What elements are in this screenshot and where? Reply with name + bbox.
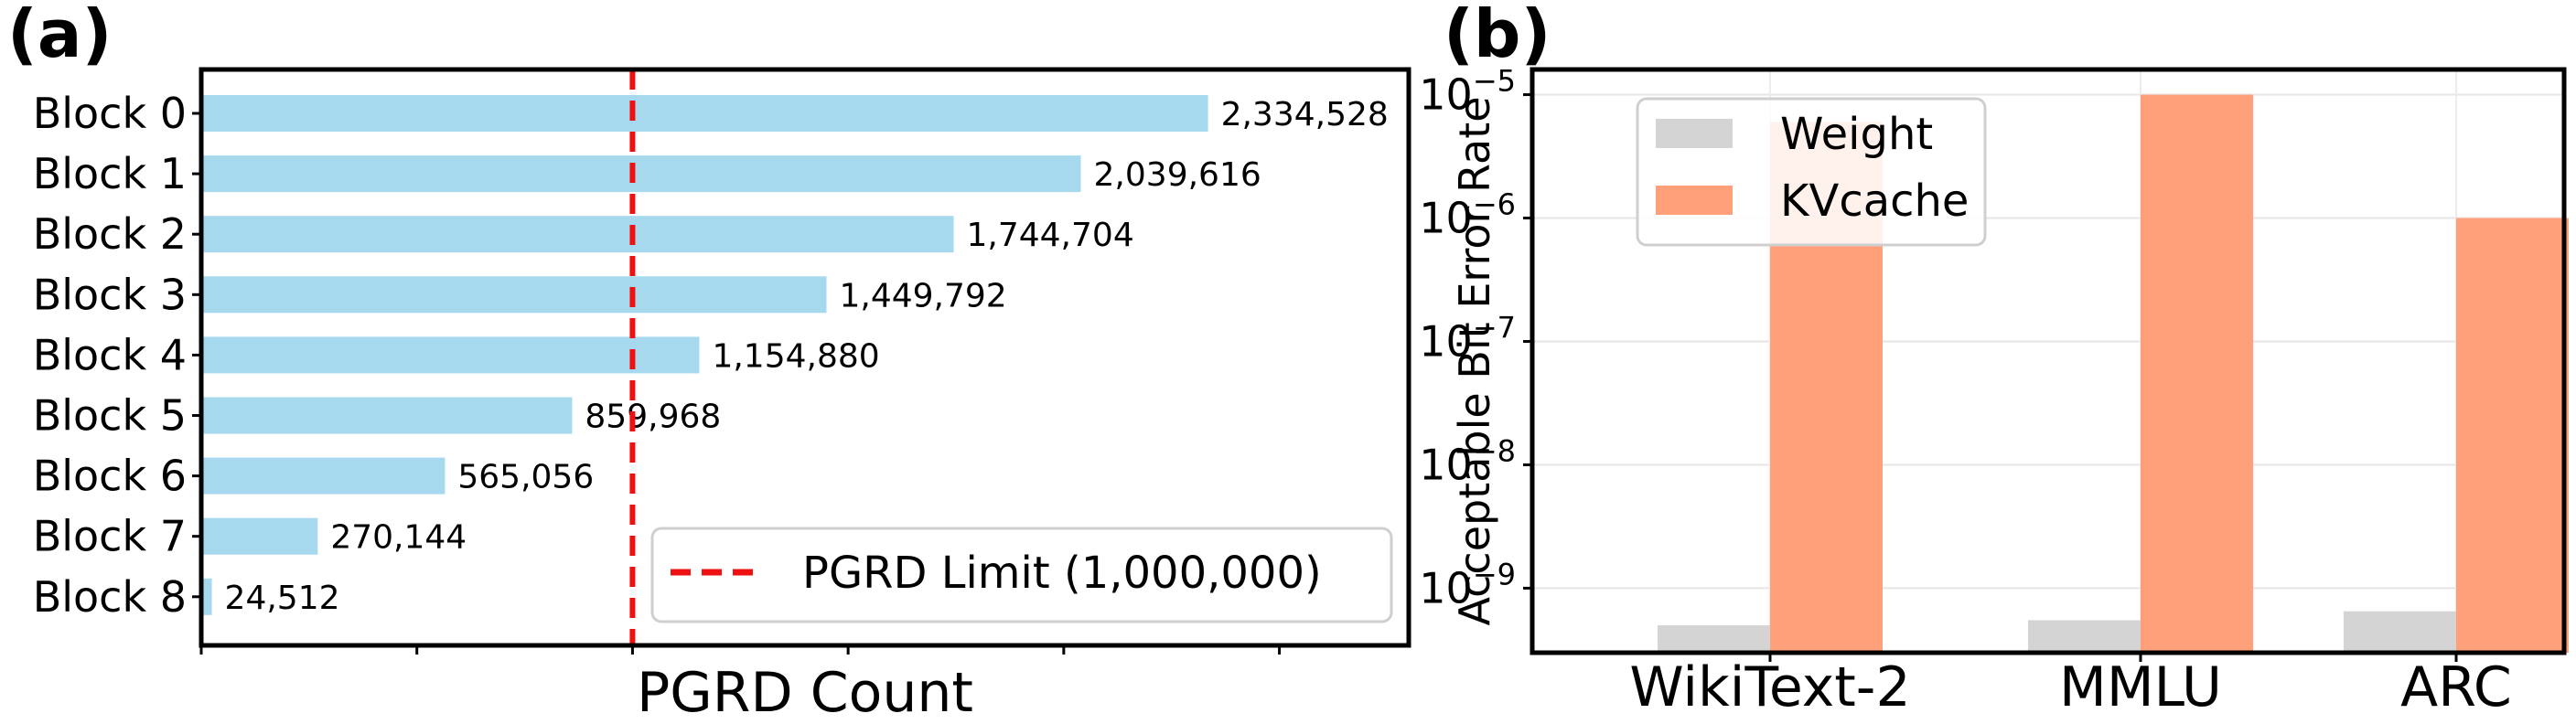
legend-kvcache-swatch <box>1656 186 1733 215</box>
panel-b-legend: Weight KVcache <box>1636 97 1987 247</box>
panel-b-ytick-label: 10−8 <box>1419 433 1516 489</box>
panel-b-xtick-label: ARC <box>2400 655 2512 719</box>
category-label: Block 4 <box>33 330 187 379</box>
category-label: Block 0 <box>33 89 187 138</box>
bar-block-3 <box>201 276 827 314</box>
bar-block-8 <box>201 578 212 615</box>
bar-block-5 <box>201 397 573 434</box>
legend-kvcache-label: KVcache <box>1780 176 1969 227</box>
panel-b: 10−9 10−8 10−7 10−6 10−5 WikiText-2 MMLU ARC <box>1419 64 2569 719</box>
category-label: Block 1 <box>33 149 187 198</box>
bar-block-0 <box>201 95 1208 132</box>
category-label: Block 5 <box>33 391 187 441</box>
bar-kvcache-arc <box>2456 218 2569 654</box>
value-label: 2,039,616 <box>1094 156 1261 194</box>
panel-a-legend: PGRD Limit (1,000,000) <box>650 527 1393 623</box>
value-label: 2,334,528 <box>1221 96 1389 133</box>
bar-block-2 <box>201 216 954 253</box>
category-label: Block 6 <box>33 452 187 501</box>
panel-b-ytick-label: 10−6 <box>1419 187 1516 243</box>
bar-weight-arc <box>2344 611 2456 653</box>
value-label: 859,968 <box>585 399 721 436</box>
panel-a-frame <box>199 67 1411 648</box>
category-label: Block 3 <box>33 270 187 319</box>
value-label: 270,144 <box>330 519 467 557</box>
category-label: Block 8 <box>33 572 187 622</box>
legend-weight-swatch <box>1656 119 1733 148</box>
value-label: 1,744,704 <box>967 217 1134 254</box>
bar-block-4 <box>201 336 700 374</box>
panel-b-xtick-label: MMLU <box>2059 655 2222 719</box>
value-label: 24,512 <box>225 580 340 617</box>
value-label: 1,449,792 <box>839 277 1006 314</box>
value-label: 565,056 <box>457 459 594 496</box>
panel-b-ytick-label: 10−5 <box>1419 64 1516 120</box>
legend-limit-label: PGRD Limit (1,000,000) <box>802 548 1322 599</box>
panel-b-ylabel: Acceptable Bit Error Rate <box>1450 96 1499 625</box>
bar-weight-wikitext-2 <box>1658 625 1770 653</box>
bar-weight-mmlu <box>2028 620 2141 653</box>
category-label: Block 7 <box>33 512 187 561</box>
bar-block-7 <box>201 517 318 555</box>
legend-weight-label: Weight <box>1780 109 1933 160</box>
panel-b-ytick-label: 10−9 <box>1419 557 1516 612</box>
panel-label-b: (b) <box>1444 0 1551 72</box>
bar-block-1 <box>201 155 1081 193</box>
panel-b-ytick-label: 10−7 <box>1419 310 1516 366</box>
category-label: Block 2 <box>33 209 187 259</box>
panel-b-frame <box>1530 67 2567 655</box>
bar-kvcache-mmlu <box>2141 94 2253 654</box>
bar-block-6 <box>201 457 445 495</box>
panel-b-xtick-label: WikiText-2 <box>1629 655 1910 719</box>
value-label: 1,154,880 <box>712 337 879 375</box>
panel-label-a: (a) <box>7 0 112 72</box>
panel-a: Block 0 2,334,528 Block 1 2,039,616 Block 2 1… <box>33 69 1389 655</box>
panel-a-xlabel: PGRD Count <box>637 661 973 724</box>
